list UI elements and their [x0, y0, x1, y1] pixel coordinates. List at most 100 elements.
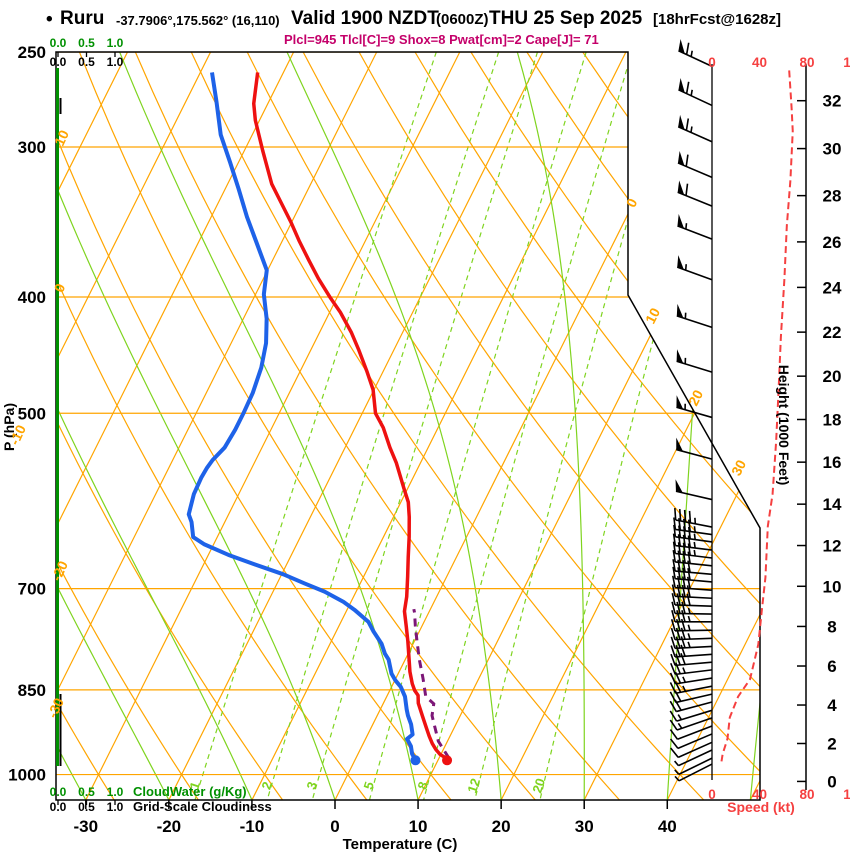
svg-text:0.0: 0.0	[50, 800, 67, 814]
dry-adiabat-line	[56, 52, 368, 800]
wind-barb	[670, 741, 713, 759]
height-tick-label: 6	[827, 657, 836, 676]
isotherm-line	[85, 52, 461, 800]
dry-adiabat-line	[414, 52, 760, 800]
isotherm-line	[56, 52, 378, 800]
wind-barb	[669, 709, 713, 722]
height-tick-label: 24	[823, 278, 842, 297]
wind-barb	[673, 524, 713, 543]
dry-adiabat-label: 10	[51, 127, 72, 148]
wind-barb	[676, 255, 713, 281]
cloudwater-axis-label: CloudWater (g/Kg)	[133, 784, 247, 799]
speed-tick-label: 80	[799, 787, 814, 802]
wind-barb	[674, 757, 713, 776]
wind-barb	[673, 517, 713, 536]
temperature-tick-labels: -30 -20 -10 0 10 20 30 40	[74, 800, 677, 836]
wind-barb	[670, 644, 713, 658]
dry-adiabat-line	[246, 52, 760, 800]
pressure-axis-label: P (hPa)	[1, 403, 17, 451]
wind-barb	[677, 213, 713, 240]
dry-adiabat-line	[56, 52, 199, 800]
isotherm-line	[583, 52, 760, 800]
speed-tick-label: 40	[752, 55, 767, 70]
temperature-curve	[251, 72, 449, 762]
wind-barb	[677, 180, 713, 207]
stability-indices: Plcl=945 Tlcl[C]=9 Shox=8 Pwat[cm]=2 Cap…	[284, 32, 599, 47]
moist-adiabat-line	[516, 52, 585, 800]
wind-barb	[671, 584, 713, 600]
wind-barb	[672, 575, 713, 591]
cloudiness-axis-label: Grid-Scale Cloudiness	[133, 799, 272, 814]
wind-barb	[670, 662, 713, 676]
wind-barb	[669, 699, 713, 713]
dry-adiabat-line	[582, 52, 760, 800]
wind-barb	[676, 395, 713, 419]
mixing-ratio-line	[539, 52, 731, 800]
wind-barb	[671, 593, 713, 608]
dry-adiabat-line	[56, 52, 115, 800]
isotherm-line	[56, 52, 212, 800]
moist-adiabat-line	[56, 52, 336, 800]
valid-date: THU 25 Sep 2025	[489, 8, 643, 29]
svg-text:0.0: 0.0	[50, 785, 67, 799]
pressure-tick-label: 500	[18, 404, 46, 423]
mixing-ratio-label: 20	[529, 776, 548, 794]
wind-barb	[672, 549, 713, 567]
svg-text:0.5: 0.5	[78, 800, 95, 814]
height-tick-label: 0	[827, 772, 836, 791]
height-tick-label: 28	[823, 187, 842, 206]
dry-adiabat-label: 0	[51, 281, 69, 295]
wind-barb	[672, 566, 713, 583]
surface-temperature-dot	[442, 755, 453, 766]
height-tick-label: 14	[823, 495, 842, 514]
mixing-ratio-label: 8	[414, 780, 431, 792]
dry-adiabat-line	[78, 52, 536, 800]
mixing-ratio-line	[474, 52, 676, 800]
svg-text:0.0: 0.0	[50, 55, 67, 69]
pressure-tick-label: 1000	[8, 766, 46, 785]
wind-barb	[675, 479, 713, 501]
height-axis-label: Height (1000 Feet)	[776, 365, 792, 486]
svg-text:0.5: 0.5	[78, 36, 95, 50]
temperature-tick-label: -10	[240, 817, 265, 836]
mixing-ratio-line	[423, 52, 633, 800]
pressure-tick-label: 250	[18, 43, 46, 62]
station-name: Ruru	[60, 8, 105, 29]
dry-adiabat-line	[302, 52, 760, 800]
wind-barb	[671, 610, 712, 623]
temperature-tick-label: -20	[157, 817, 182, 836]
valid-utc: (0600Z)	[436, 11, 489, 28]
speed-tick-label: 0	[708, 787, 716, 802]
mixing-ratio-label: 2	[258, 780, 275, 792]
speed-tick-label: 0	[708, 55, 716, 70]
svg-text:1.0: 1.0	[107, 36, 124, 50]
wind-barb	[670, 636, 713, 650]
height-tick-label: 16	[823, 453, 842, 472]
temperature-axis-label: Temperature (C)	[343, 836, 458, 853]
height-tick-label: 18	[823, 410, 842, 429]
forecast-tag: [18hrFcst@1628z]	[653, 11, 782, 28]
wind-barb	[677, 151, 713, 179]
station-coords: -37.7906°,175.562° (16,110)	[116, 13, 280, 28]
wind-barb	[678, 78, 713, 107]
moist-adiabat-line	[56, 52, 253, 800]
temperature-tick-label: 0	[330, 817, 339, 836]
parcel-path-curve	[412, 608, 451, 759]
height-tick-label: 12	[823, 537, 842, 556]
height-tick-label: 22	[823, 323, 842, 342]
mixing-ratio-label: 3	[303, 780, 320, 792]
station-bullet: •	[46, 9, 53, 30]
isotherm-label: 20	[685, 387, 706, 408]
speed-tick-label: 120	[843, 787, 850, 802]
speed-tick-label: 80	[799, 55, 814, 70]
mixing-ratio-line	[194, 52, 437, 800]
isotherm-label: 10	[642, 305, 663, 326]
temperature-tick-label: 10	[409, 817, 428, 836]
wind-barb	[672, 541, 713, 559]
temperature-tick-label: -30	[74, 817, 99, 836]
pressure-tick-label: 300	[18, 138, 46, 157]
wind-barb	[669, 733, 713, 750]
dry-adiabat-line	[56, 52, 284, 800]
